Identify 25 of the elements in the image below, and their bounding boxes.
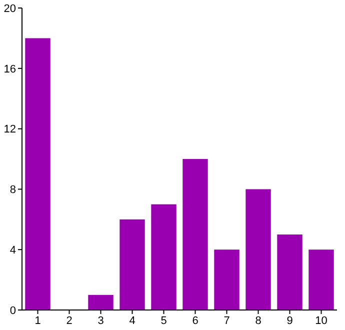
x-tick-label: 6 (192, 315, 198, 327)
x-tick-label: 1 (34, 315, 41, 327)
x-tick-label: 10 (315, 315, 328, 327)
bar (277, 234, 302, 310)
y-tick-label: 8 (10, 184, 16, 196)
x-tick-label: 3 (98, 315, 104, 327)
x-tick-label: 7 (224, 315, 230, 327)
bar (120, 219, 145, 310)
bar (214, 250, 240, 310)
bar (246, 189, 271, 310)
y-tick-label: 16 (4, 63, 16, 76)
x-tick-label: 4 (129, 315, 136, 327)
bar (182, 159, 208, 310)
y-tick-label: 0 (10, 304, 16, 317)
x-tick-label: 5 (160, 315, 167, 327)
y-tick-label: 4 (10, 244, 16, 256)
x-tick-label: 9 (286, 315, 293, 327)
bar (308, 250, 334, 310)
y-tick-label: 12 (4, 124, 16, 136)
bar (25, 38, 50, 310)
bar (151, 204, 176, 310)
y-tick-label: 20 (4, 2, 16, 15)
x-tick-label: 2 (66, 315, 72, 327)
bar (88, 294, 114, 310)
x-tick-label: 8 (255, 315, 262, 327)
